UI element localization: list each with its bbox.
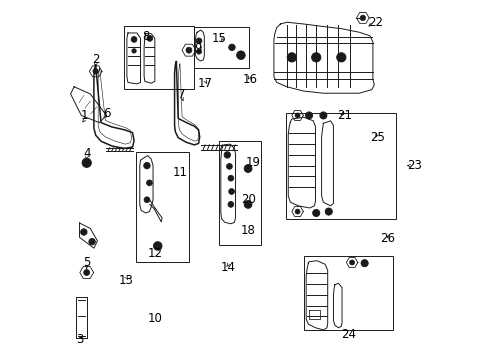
Circle shape	[146, 180, 152, 186]
Bar	[136, 152, 189, 262]
Circle shape	[131, 37, 137, 42]
Text: 20: 20	[240, 193, 255, 206]
Circle shape	[236, 51, 244, 59]
Circle shape	[82, 158, 91, 167]
Circle shape	[153, 242, 162, 250]
Circle shape	[244, 165, 251, 172]
Circle shape	[349, 260, 354, 265]
Circle shape	[286, 53, 296, 62]
Text: 10: 10	[147, 311, 162, 325]
Circle shape	[144, 197, 149, 203]
Text: 16: 16	[242, 73, 257, 86]
Circle shape	[143, 162, 150, 169]
Text: 3: 3	[76, 333, 83, 346]
Circle shape	[336, 53, 346, 62]
Bar	[193, 27, 249, 68]
Text: 15: 15	[211, 32, 226, 45]
Text: 4: 4	[83, 147, 90, 159]
Circle shape	[227, 202, 233, 207]
Bar	[303, 256, 392, 330]
Circle shape	[224, 152, 230, 158]
Circle shape	[360, 260, 367, 267]
Circle shape	[325, 208, 332, 215]
Text: 13: 13	[119, 274, 133, 287]
Text: 8: 8	[142, 30, 149, 43]
Text: 11: 11	[172, 166, 187, 179]
Text: 17: 17	[197, 77, 212, 90]
Text: 24: 24	[340, 328, 355, 341]
Circle shape	[319, 112, 326, 119]
Text: 9: 9	[194, 41, 201, 54]
Circle shape	[312, 210, 319, 217]
Bar	[124, 26, 194, 89]
Circle shape	[93, 68, 98, 74]
Circle shape	[226, 163, 232, 169]
Circle shape	[359, 15, 365, 21]
Bar	[218, 141, 261, 245]
Text: 19: 19	[245, 156, 261, 169]
Circle shape	[185, 47, 191, 53]
Text: 25: 25	[369, 131, 384, 144]
Circle shape	[81, 229, 87, 235]
Circle shape	[196, 49, 201, 54]
Text: 21: 21	[337, 109, 352, 122]
Text: 14: 14	[221, 261, 235, 274]
Circle shape	[89, 238, 95, 245]
Text: 5: 5	[83, 256, 90, 269]
Bar	[285, 113, 395, 219]
Circle shape	[227, 175, 233, 181]
Text: 12: 12	[147, 247, 162, 260]
Text: 2: 2	[92, 53, 99, 66]
Text: 6: 6	[102, 107, 110, 120]
Circle shape	[147, 36, 152, 41]
Circle shape	[311, 53, 320, 62]
Circle shape	[244, 201, 251, 208]
Text: 22: 22	[367, 16, 382, 29]
Text: 26: 26	[380, 231, 395, 244]
Text: 7: 7	[178, 88, 185, 101]
Text: 18: 18	[240, 224, 255, 237]
Circle shape	[132, 49, 136, 53]
Text: 1: 1	[81, 109, 88, 122]
Circle shape	[228, 44, 235, 50]
Circle shape	[196, 38, 202, 44]
Circle shape	[83, 270, 89, 275]
Text: 23: 23	[407, 159, 422, 172]
Circle shape	[294, 209, 300, 214]
Circle shape	[228, 189, 234, 194]
Circle shape	[294, 113, 300, 118]
Circle shape	[305, 112, 312, 119]
